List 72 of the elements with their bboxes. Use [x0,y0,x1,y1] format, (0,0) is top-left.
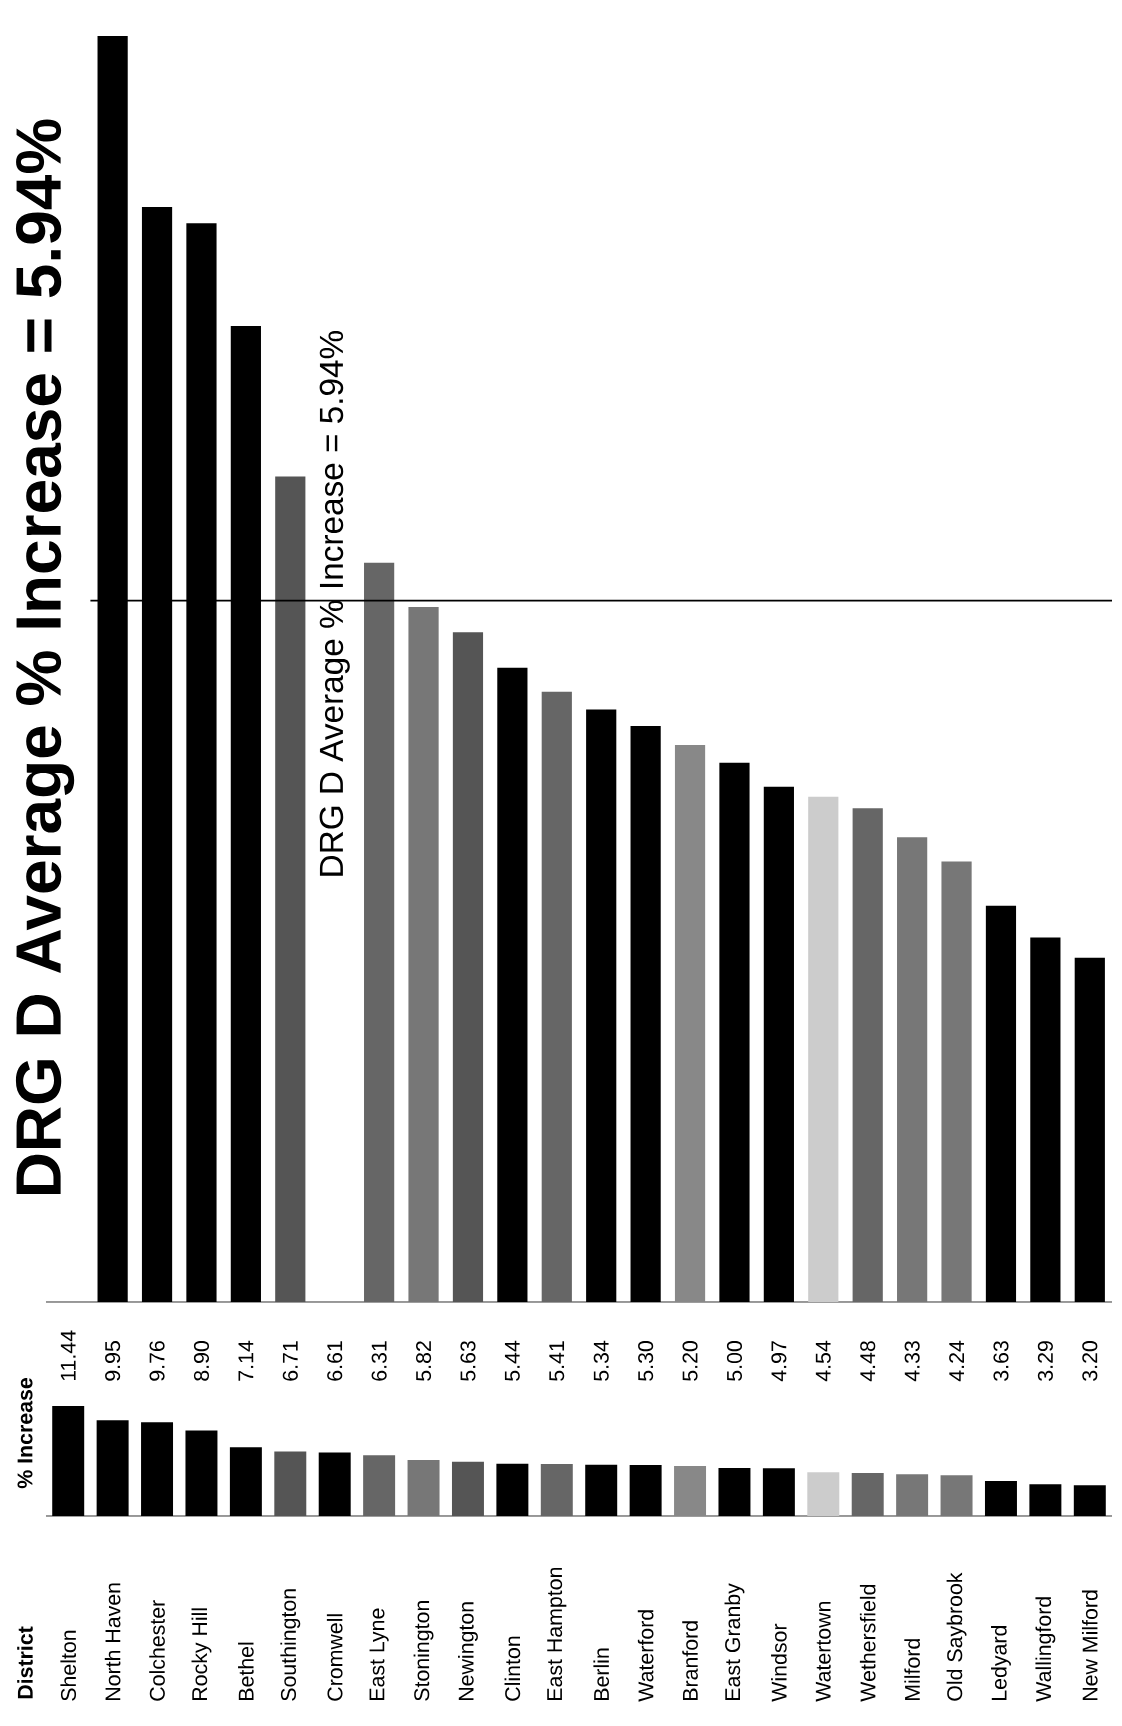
bar [407,1460,440,1516]
x-tick-label: Wallingford [1035,1597,1056,1702]
data-label: 4.48 [860,1341,876,1382]
x-tick-label: Wethersfield [859,1584,876,1702]
x-tick-label: Waterford [637,1610,654,1702]
bar [452,632,484,1302]
data-label: 6.31 [371,1341,387,1381]
bar [940,1475,973,1516]
bar [408,606,439,1302]
bar [674,744,706,1302]
annotation: DRG D Average % Increase = 5.94% [319,330,350,876]
x-tick-label: Bethel [238,1642,254,1700]
bar [451,1461,484,1516]
data-label: 4.97 [771,1341,787,1382]
data-label: 5.34 [593,1340,609,1381]
text: DRG D Average % Increase = 5.94% [15,119,75,1195]
data-label: 9.95 [105,1341,121,1381]
x-tick-label: Windsor [771,1623,787,1702]
bar [275,476,306,1302]
bar [896,1474,929,1516]
x-tick-label: Newington [458,1602,478,1700]
data-label: 3.29 [1037,1341,1053,1381]
bar [674,1465,707,1516]
data-label: 5.63 [460,1341,476,1381]
x-tick-label: East Granby [724,1583,745,1700]
bar [897,837,928,1302]
data-label: 8.90 [193,1341,210,1381]
data-label: 5.00 [726,1341,743,1381]
data-label: 5.30 [638,1341,654,1381]
bar [807,1472,840,1516]
data-label: 3.20 [1082,1341,1098,1381]
x-tick-label: Old Saybrook [946,1572,967,1701]
bar [364,562,395,1302]
text: District [17,1626,33,1699]
data-label: 6.71 [282,1341,298,1381]
x-tick-label: Stonington [413,1601,434,1701]
data-label: 5.82 [416,1341,432,1381]
x-tick-label: Watertown [815,1601,831,1702]
data-label: 7.14 [238,1340,254,1381]
x-tick-label: Colchester [149,1600,165,1701]
data-label: 4.54 [815,1340,831,1382]
bar [363,1455,396,1516]
x-tick-label: North Haven [104,1583,121,1700]
bar [808,796,839,1302]
data-label: 5.20 [682,1341,698,1381]
x-tick-label: Berlin [593,1648,610,1700]
y-axis-title: % Increase [17,1378,33,1489]
data-label: 5.44 [504,1340,520,1381]
x-tick-label: Clinton [504,1636,521,1701]
x-tick-label: Rocky Hill [191,1608,212,1700]
bar [941,861,972,1302]
data-label: 3.63 [993,1341,1009,1381]
x-tick-label: East Hampton [547,1567,567,1700]
data-label: 6.61 [327,1341,343,1381]
data-label: 4.33 [904,1341,920,1382]
data-label: 11.44 [60,1330,76,1381]
bar [852,808,883,1302]
x-tick-label: Ledyard [991,1626,1011,1700]
x-tick-label: Milford [904,1639,920,1700]
bar [541,691,572,1302]
data-label: 4.24 [949,1340,964,1382]
bar [540,1463,573,1516]
x-tick-label: New Milford [1081,1590,1098,1700]
bar [851,1472,884,1516]
x-tick-label: Southington [280,1589,301,1701]
bar [274,1451,307,1516]
x-tick-label: East Lyne [369,1608,389,1700]
data-label: 5.41 [549,1341,565,1381]
data-label: 9.76 [149,1341,165,1381]
x-tick-label: Branford [682,1621,698,1700]
x-tick-label: Shelton [60,1630,77,1701]
x-tick-label: Cromwell [326,1614,343,1701]
